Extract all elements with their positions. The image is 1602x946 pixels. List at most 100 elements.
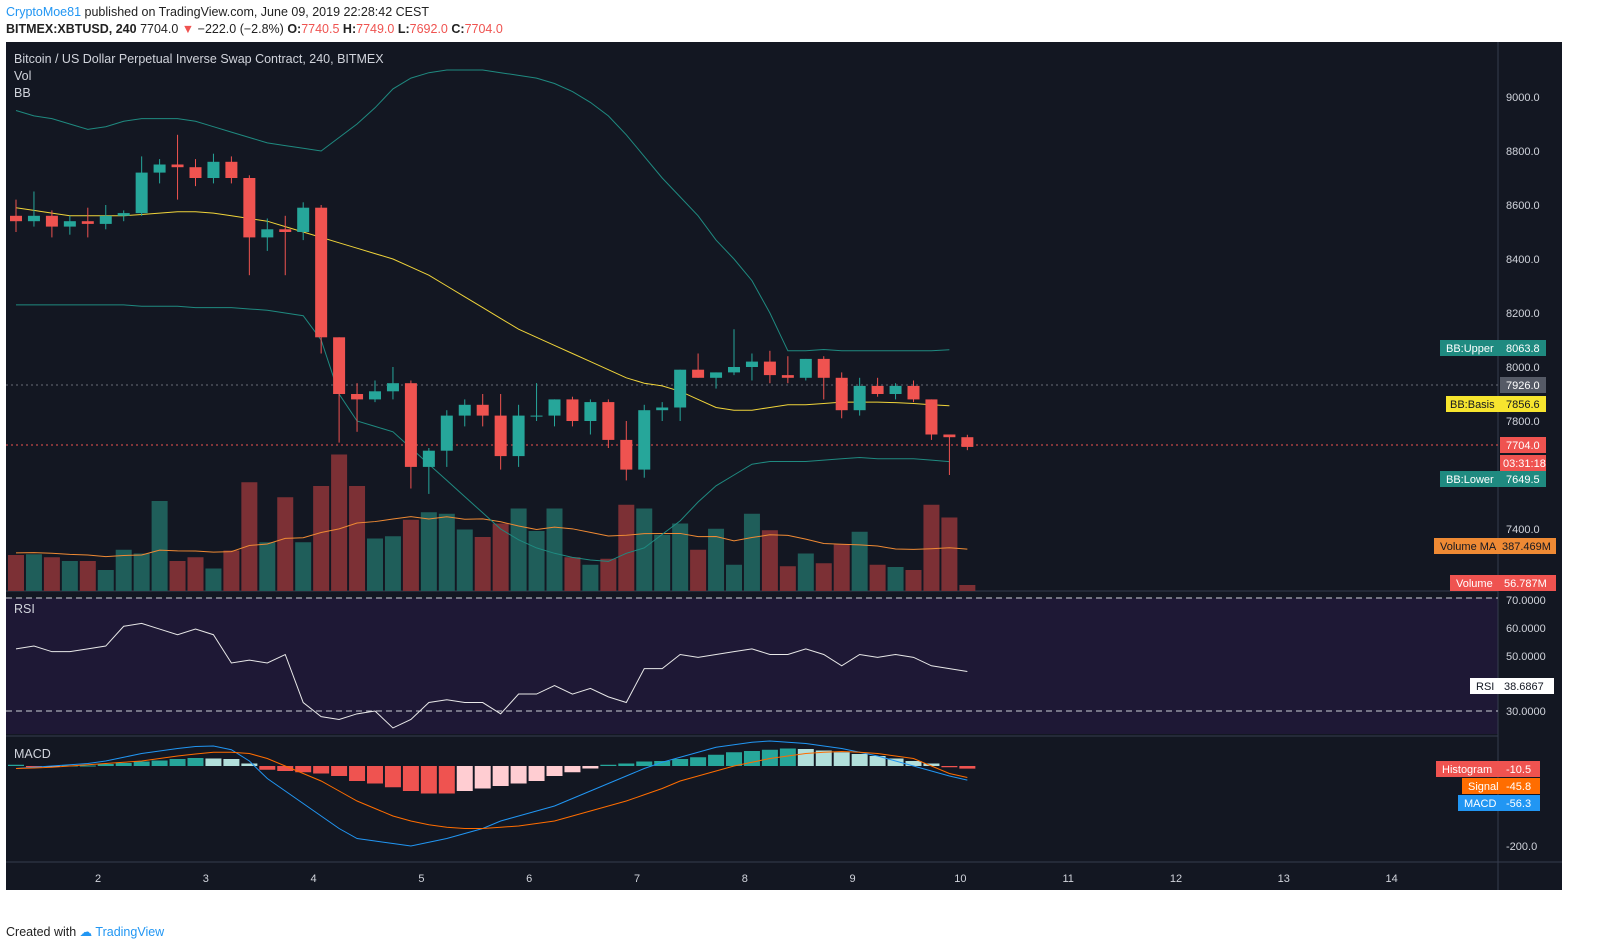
bb-basis-line	[15, 207, 950, 411]
volume-bar	[277, 497, 294, 591]
volume-bar	[8, 555, 24, 591]
low-value: 7692.0	[409, 22, 448, 36]
candle-body	[674, 369, 687, 408]
time-tick: 13	[1278, 873, 1290, 885]
time-tick: 3	[203, 873, 209, 885]
time-axis[interactable]: 2 3 4 5 6 7 8 9 10 11 12 13 14	[95, 873, 1398, 885]
macd-histogram-bar	[887, 758, 904, 766]
svg-text:8063.8: 8063.8	[1506, 343, 1540, 355]
volume-bars	[8, 454, 976, 591]
candle-body	[243, 178, 256, 238]
volume-bar	[815, 563, 832, 591]
volume-bar	[223, 550, 240, 591]
volume-bar	[528, 531, 545, 591]
svg-text:7649.5: 7649.5	[1506, 474, 1540, 486]
macd-histogram-bar	[672, 759, 689, 766]
macd-histogram-bar	[654, 761, 671, 766]
candle-body	[512, 415, 525, 457]
macd-histogram-bar	[259, 766, 276, 770]
candle-body	[45, 215, 58, 227]
macd-histogram-bar	[169, 759, 186, 766]
candle-body	[171, 164, 184, 168]
bb-lower-line	[16, 304, 950, 562]
volume-bar	[295, 542, 312, 591]
tradingview-brand[interactable]: TradingView	[95, 925, 165, 939]
price-axis[interactable]: 9000.0 8800.0 8600.0 8400.0 8200.0 8000.0 7800…	[1506, 92, 1540, 536]
macd-histogram-bar	[618, 763, 635, 766]
macd-histogram-bar	[851, 754, 868, 766]
volume-bar	[367, 538, 383, 591]
published-text: published on TradingView.com, June 09, 2…	[84, 5, 429, 19]
candle-body	[494, 415, 507, 457]
candle-body	[458, 404, 471, 416]
trading-chart[interactable]: Bitcoin / US Dollar Perpetual Inverse Sw…	[6, 42, 1562, 890]
macd-histogram-bar	[420, 766, 437, 794]
volume-bar	[564, 557, 581, 591]
macd-histogram-bar	[115, 763, 132, 766]
volume-bar	[690, 549, 707, 591]
volume-bar	[636, 508, 653, 591]
bollinger-bands	[15, 69, 950, 562]
candle-body	[548, 399, 561, 416]
svg-text:38.6867: 38.6867	[1504, 681, 1544, 693]
macd-histogram-bar	[492, 766, 509, 786]
volume-bar	[43, 557, 60, 591]
volume-bar	[115, 549, 132, 591]
volume-bar	[833, 544, 850, 591]
macd-histogram-bar	[367, 766, 383, 784]
volume-bar	[600, 558, 617, 591]
rsi-title[interactable]: RSI	[14, 602, 35, 616]
macd-histogram-bar	[384, 766, 401, 788]
macd-histogram-bar	[869, 756, 886, 766]
signal-line	[15, 750, 968, 829]
volume-bar	[259, 542, 276, 591]
candle-body	[907, 385, 920, 400]
volume-bar	[384, 536, 401, 591]
candle-body	[728, 367, 740, 373]
ohlc-line: BITMEX:XBTUSD, 240 7704.0 ▼ −222.0 (−2.8…	[6, 22, 503, 36]
svg-text:BB:Basis: BB:Basis	[1450, 399, 1495, 411]
volume-bar	[349, 486, 366, 591]
macd-histogram-bar	[97, 764, 114, 766]
macd-histogram-bar	[905, 761, 922, 766]
volume-bar	[331, 454, 348, 591]
price-tick: 8800.0	[1506, 146, 1540, 158]
candle-body	[135, 172, 148, 214]
vol-indicator-label[interactable]: Vol	[14, 69, 31, 83]
candle-body	[692, 369, 705, 378]
macd-histogram-bar	[402, 766, 419, 791]
candle-body	[889, 385, 902, 394]
candle-body	[351, 394, 364, 400]
volume-ma-label: Volume MA 387.469M	[1434, 538, 1556, 554]
candle-body	[279, 229, 292, 232]
price-change: −222.0 (−2.8%)	[197, 22, 284, 36]
macd-line	[15, 740, 968, 847]
time-tick: 4	[311, 873, 317, 885]
volume-bar	[492, 523, 509, 591]
macd-histogram-bar	[636, 761, 653, 766]
macd-histogram-bar	[205, 758, 222, 766]
volume-bar	[61, 561, 78, 591]
macd-histogram-bar	[761, 749, 778, 766]
candle-body	[925, 399, 938, 435]
candle-body	[369, 391, 381, 400]
high-label: H:	[342, 22, 357, 36]
macd-tick: -200.0	[1506, 841, 1537, 853]
volume-bar	[851, 531, 868, 591]
time-tick: 2	[95, 873, 101, 885]
price-tick: 7800.0	[1506, 416, 1540, 428]
candle-body	[386, 383, 399, 392]
author-link[interactable]: CryptoMoe81	[6, 5, 82, 19]
macd-histogram-bar	[510, 766, 527, 784]
macd-histogram-bar	[528, 766, 545, 781]
candle-body	[422, 450, 435, 467]
candle-body	[63, 221, 76, 227]
candle-body	[27, 215, 40, 222]
svg-text:03:31:18: 03:31:18	[1503, 458, 1546, 470]
macd-histogram-bar	[779, 748, 796, 766]
bb-indicator-label[interactable]: BB	[14, 86, 31, 100]
macd-title[interactable]: MACD	[14, 747, 51, 761]
macd-histogram-bar	[456, 766, 473, 791]
svg-text:-56.3: -56.3	[1506, 798, 1531, 810]
tradingview-logo-icon[interactable]: ☁	[79, 925, 93, 939]
